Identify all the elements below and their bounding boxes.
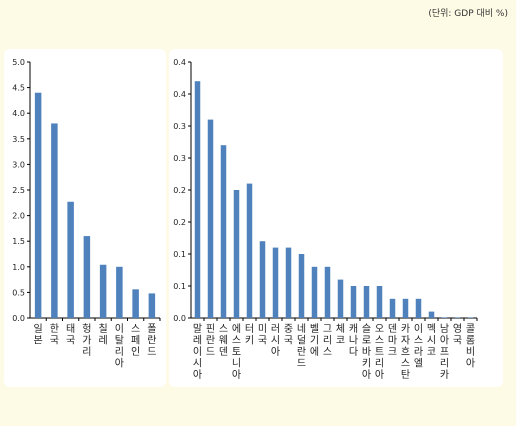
- left-bar-chart: 0.0 0.5 1.0 1.5 2.0 2.5 3.0 3.5 4.0 4.5 5.0 일 본 한 국 태 국 헝…: [12, 58, 161, 370]
- left-chart-panel: 0.0 0.5 1.0 1.5 2.0 2.5 3.0 3.5 4.0 4.5 5.0 일 본 한 국 태 국 헝…: [4, 49, 166, 387]
- left-chart-y-tick-label: 2.0: [12, 212, 25, 221]
- left-chart-bar-1: [51, 123, 58, 318]
- left-chart-bar-7: [148, 293, 156, 318]
- left-chart-bar-4: [99, 264, 107, 318]
- left-chart-bar-5: [116, 266, 123, 318]
- left-chart-y-tick-label: 1.5: [12, 237, 25, 246]
- right-chart-bar-4: [246, 183, 253, 318]
- right-chart-bar-19: [441, 317, 448, 318]
- left-chart-y-tick-label: 3.0: [12, 160, 25, 169]
- right-chart-bar-12: [350, 286, 357, 318]
- right-chart-bar-7: [285, 247, 292, 318]
- right-chart-bar-1: [207, 119, 214, 318]
- right-chart-bar-11: [337, 279, 344, 318]
- left-chart-y-tick-label: 2.5: [12, 186, 25, 195]
- right-chart-bar-14: [376, 286, 383, 318]
- left-chart-bar-2: [67, 201, 74, 318]
- right-chart-y-tick-label: 0.2: [173, 218, 186, 227]
- right-chart-y-tick-label: 0.3: [173, 154, 186, 163]
- right-chart-bar-9: [311, 266, 318, 318]
- left-chart-y-tick-label: 3.5: [12, 135, 25, 144]
- right-chart-y-tick-label: 0.1: [173, 250, 186, 259]
- left-chart-y-tick-label: 0.5: [12, 288, 25, 297]
- unit-note: (단위: GDP 대비 %): [428, 9, 508, 19]
- right-chart-bar-16: [402, 298, 409, 318]
- right-chart-panel: 0.0 0.1 0.1 0.2 0.2 0.3 0.3 0.4 0.4 말 레 이 시 아 핀 란 드 스 웨 덴 에 스…: [169, 49, 503, 387]
- right-chart-bar-15: [389, 298, 396, 318]
- right-chart-bar-2: [220, 145, 227, 318]
- right-chart-bar-8: [298, 254, 305, 318]
- right-chart-bar-20: [454, 317, 461, 318]
- right-chart-bar-3: [233, 190, 240, 318]
- right-chart-y-tick-label: 0.3: [173, 122, 186, 131]
- right-chart-y-tick-label: 0.0: [173, 314, 186, 323]
- right-bar-chart: 0.0 0.1 0.1 0.2 0.2 0.3 0.3 0.4 0.4 말 레 이 시 아 핀 란 드 스 웨 덴 에 스…: [173, 58, 478, 381]
- right-chart-bar-17: [415, 298, 422, 318]
- right-chart-bar-10: [324, 266, 331, 318]
- left-chart-bar-3: [83, 236, 91, 318]
- left-chart-y-tick-label: 1.0: [12, 263, 25, 272]
- right-chart-bar-21: [467, 317, 474, 318]
- right-chart-y-tick-label: 0.4: [173, 58, 186, 67]
- right-chart-y-tick-label: 0.2: [173, 186, 186, 195]
- right-chart-y-tick-label: 0.1: [173, 282, 186, 291]
- right-chart-bar-18: [428, 311, 435, 318]
- right-chart-y-tick-label: 0.4: [173, 90, 186, 99]
- left-chart-bar-6: [132, 289, 139, 318]
- left-chart-y-tick-label: 0.0: [12, 314, 25, 323]
- left-chart-bar-0: [34, 92, 42, 318]
- right-chart-bar-0: [194, 81, 201, 318]
- right-chart-bar-6: [272, 247, 279, 318]
- right-chart-bar-5: [259, 241, 266, 318]
- left-chart-y-tick-label: 4.5: [12, 84, 25, 93]
- left-chart-y-tick-label: 5.0: [12, 58, 25, 67]
- left-chart-y-tick-label: 4.0: [12, 109, 25, 118]
- right-chart-bar-13: [363, 286, 370, 318]
